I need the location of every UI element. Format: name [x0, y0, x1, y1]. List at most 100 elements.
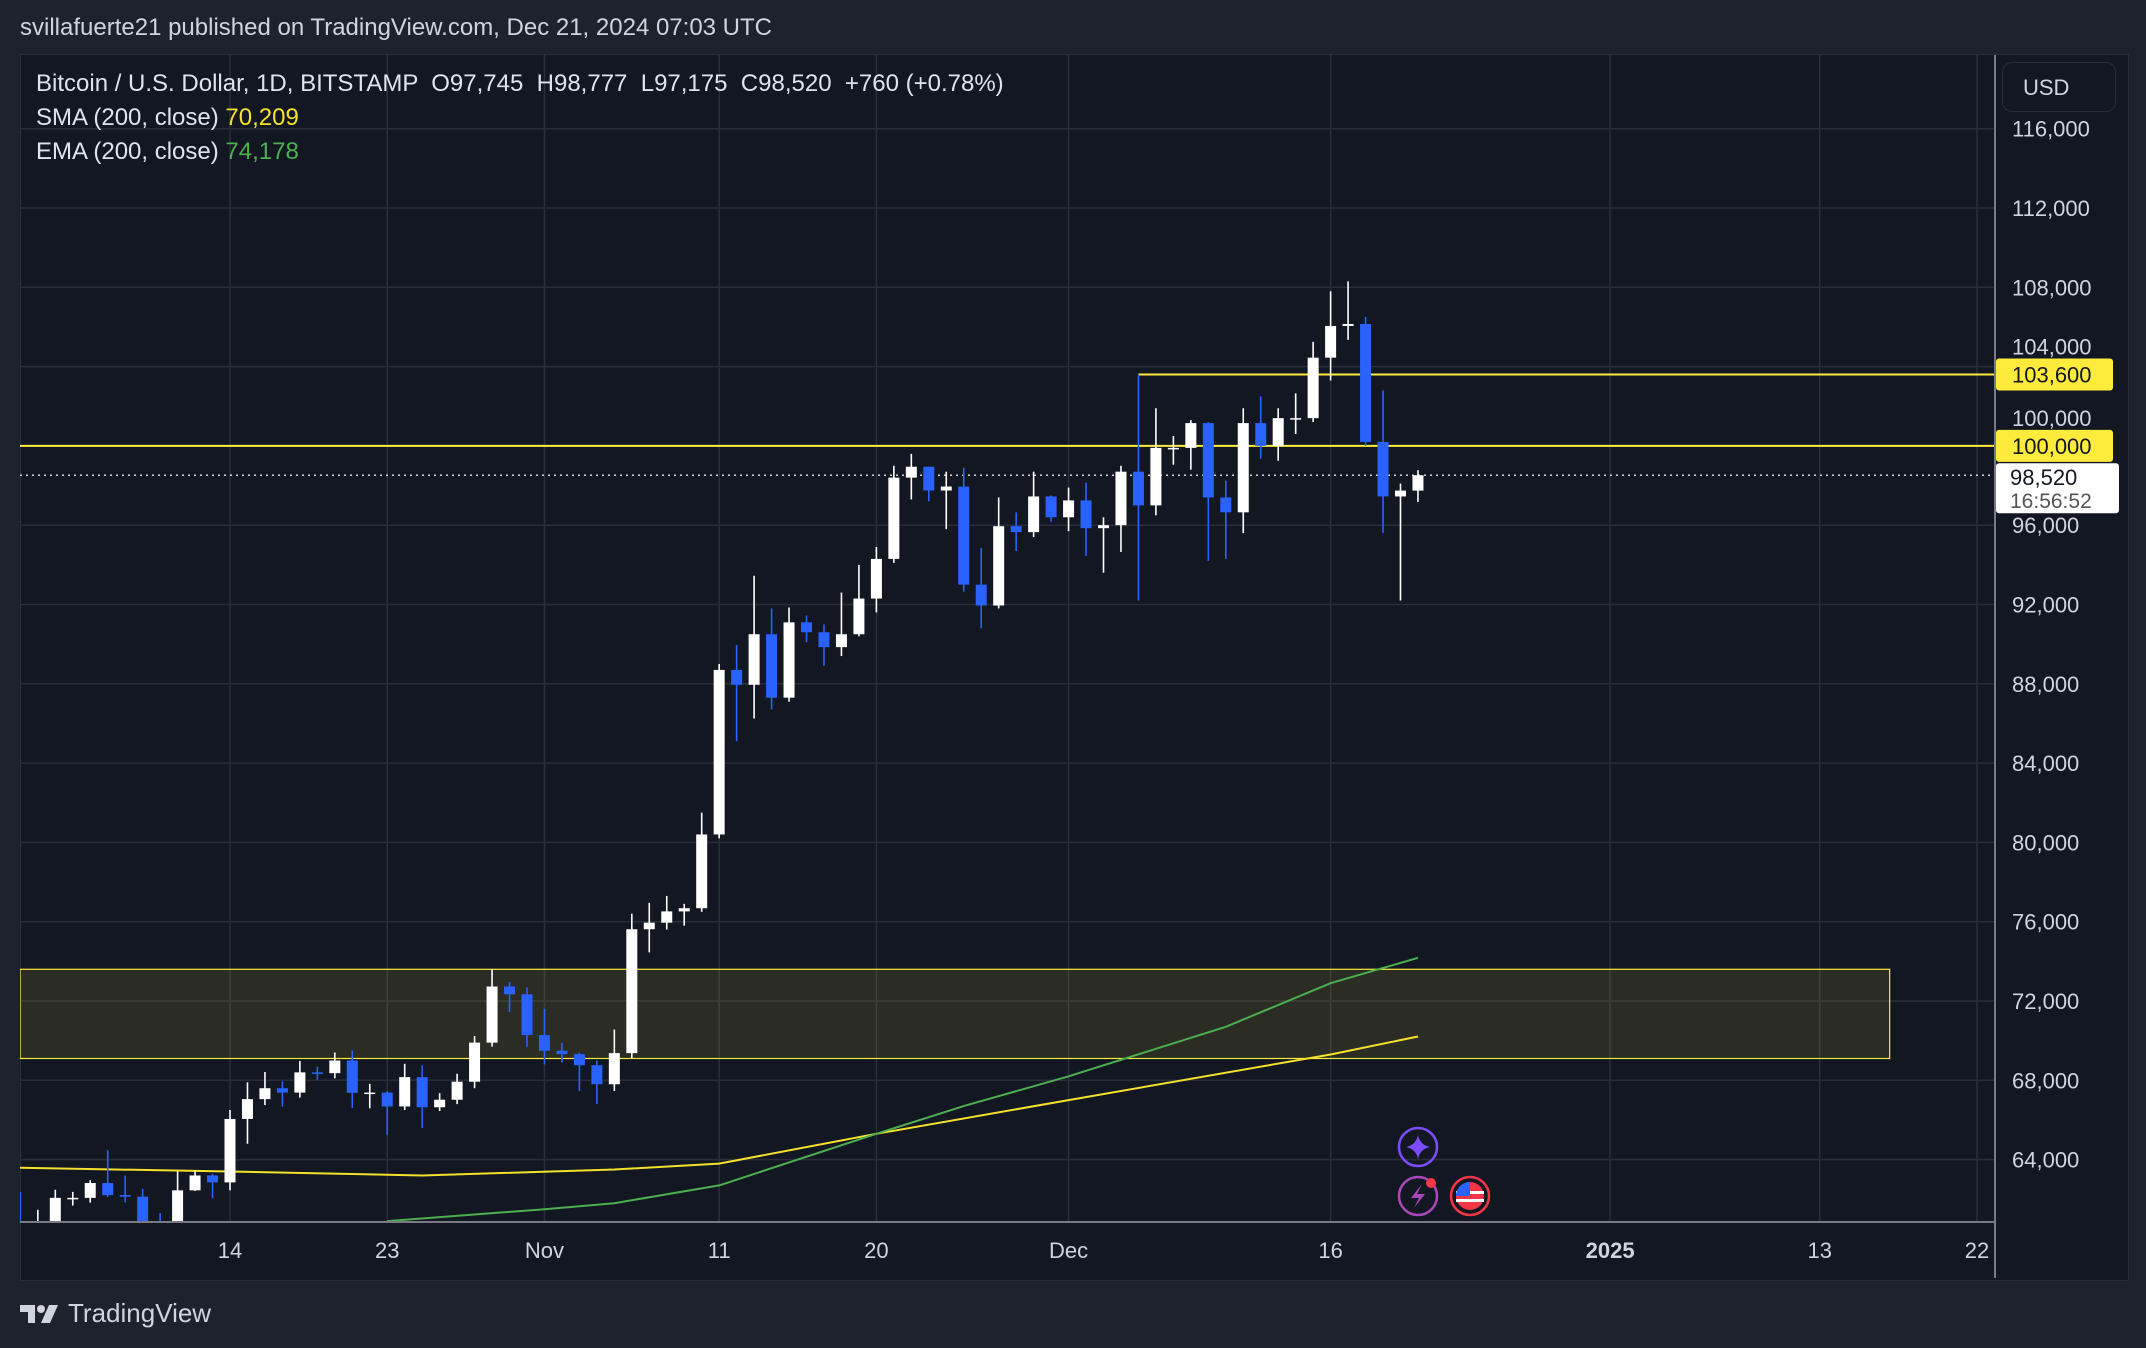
candle-body: [993, 526, 1005, 606]
candle-body: [1045, 496, 1057, 518]
candle-body: [1394, 490, 1406, 497]
time-tick-label: 23: [375, 1238, 399, 1263]
currency-button[interactable]: USD: [2002, 62, 2116, 112]
candle-body: [1010, 526, 1022, 533]
legend-sma-row[interactable]: SMA (200, close) 70,209: [36, 104, 299, 132]
candle-body: [49, 1197, 61, 1222]
candle-body: [311, 1072, 323, 1074]
candle-body: [835, 634, 847, 648]
price-tick-label: 68,000: [2012, 1068, 2079, 1093]
candle-body: [1307, 357, 1319, 419]
us-flag-canton: [1456, 1181, 1470, 1196]
level-price-tag: [1996, 358, 2113, 391]
sparkle-icon[interactable]: [1397, 1126, 1439, 1168]
sparkle-icon-shape: [1406, 1135, 1430, 1159]
candle-body: [731, 669, 743, 685]
candle-body: [259, 1088, 271, 1100]
time-tick-label: 2025: [1586, 1238, 1635, 1263]
candle-body: [276, 1088, 288, 1093]
candle-body: [241, 1099, 253, 1119]
price-tick-label: 116,000: [2012, 117, 2090, 142]
candle-body: [853, 598, 865, 635]
candle-body: [538, 1035, 550, 1051]
price-tick-label: 88,000: [2012, 672, 2079, 697]
candle-body: [1080, 500, 1092, 529]
time-tick-label: 14: [218, 1238, 242, 1263]
candle-body: [870, 558, 882, 599]
candle-body: [434, 1099, 446, 1108]
time-tick-label: Dec: [1049, 1238, 1088, 1263]
candle-body: [1342, 323, 1354, 326]
candle-body: [818, 632, 830, 648]
price-tick-label: 76,000: [2012, 910, 2079, 935]
candle-body: [451, 1081, 463, 1100]
candle-body: [1290, 418, 1302, 420]
lightning-icon-shape: [1411, 1184, 1425, 1208]
candle-body: [294, 1072, 306, 1093]
candle-body: [573, 1054, 585, 1066]
candle-body: [1237, 423, 1249, 513]
candle-body: [32, 1224, 43, 1226]
legend-symbol-row: Bitcoin / U.S. Dollar, 1D, BITSTAMP O97,…: [36, 70, 1004, 98]
sma-label: SMA (200, close): [36, 104, 219, 131]
bar-countdown: 16:56:52: [2010, 490, 2092, 513]
level-price-label: 100,000: [2012, 434, 2092, 459]
candle-body: [1185, 423, 1197, 448]
candle-body: [1063, 500, 1075, 518]
candle-body: [766, 634, 778, 698]
brand-name: TradingView: [68, 1298, 212, 1328]
candle-body: [1377, 441, 1389, 497]
price-tick-label: 64,000: [2012, 1148, 2079, 1173]
candle-body: [1255, 423, 1267, 446]
candle-body: [1360, 323, 1372, 442]
chart-panel[interactable]: [20, 54, 2129, 1281]
price-tick-label: 100,000: [2012, 406, 2092, 431]
candle-body: [1202, 423, 1214, 498]
time-tick-label: 16: [1318, 1238, 1342, 1263]
candle-body: [521, 994, 533, 1036]
candle-body: [399, 1077, 411, 1107]
candle-body: [1115, 471, 1127, 526]
candle-body: [591, 1065, 603, 1085]
tradingview-logo[interactable]: TradingView: [20, 1298, 211, 1329]
candle-body: [626, 929, 638, 1054]
symbol-name[interactable]: Bitcoin / U.S. Dollar, 1D, BITSTAMP: [36, 70, 418, 97]
time-tick-label: 22: [1965, 1238, 1989, 1263]
price-tick-label: 84,000: [2012, 751, 2079, 776]
candle-body: [1028, 496, 1040, 533]
price-tick-label: 108,000: [2012, 275, 2092, 300]
ema-value: 74,178: [225, 138, 299, 165]
ema-line: [387, 956, 1419, 1222]
candle-body: [84, 1182, 96, 1198]
candle-body: [504, 986, 516, 995]
price-tick-label: 92,000: [2012, 593, 2079, 618]
candle-body: [67, 1197, 79, 1200]
candle-body: [661, 911, 673, 923]
candle-body: [0, 1173, 8, 1223]
candle-body: [713, 669, 725, 835]
candle-body: [1220, 497, 1232, 513]
candle-body: [1098, 525, 1109, 529]
ema-label: EMA (200, close): [36, 138, 219, 165]
price-tick-label: 96,000: [2012, 513, 2079, 538]
legend-ema-row[interactable]: EMA (200, close) 74,178: [36, 138, 299, 166]
sparkle-icon-ring: [1397, 1126, 1439, 1168]
sma-line: [20, 1035, 1419, 1177]
candle-body: [1412, 475, 1424, 491]
publisher-line: svillafuerte21 published on TradingView.…: [20, 14, 773, 41]
last-price-tag: [1996, 463, 2119, 514]
candle-body: [469, 1042, 481, 1082]
us-flag-stripe: [1456, 1199, 1484, 1202]
candle-body: [975, 584, 987, 606]
last-price-label: 98,520: [2010, 465, 2077, 490]
candle-body: [416, 1077, 428, 1108]
price-tick-label: 72,000: [2012, 989, 2079, 1014]
candle-body: [888, 477, 900, 559]
us-flag-icon[interactable]: [1449, 1175, 1491, 1217]
candle-body: [783, 622, 795, 698]
candle-body: [364, 1092, 376, 1095]
time-tick-label: 13: [1808, 1238, 1832, 1263]
lightning-icon[interactable]: [1397, 1175, 1439, 1217]
level-price-label: 103,600: [2012, 363, 2092, 388]
